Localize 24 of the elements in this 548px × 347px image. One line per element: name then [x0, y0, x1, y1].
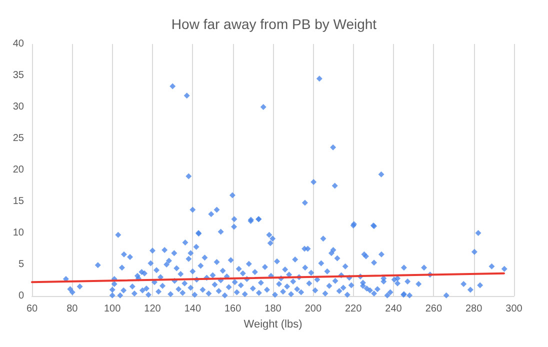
y-tick-label: 5 [18, 259, 24, 270]
x-tick-label: 120 [144, 304, 162, 314]
x-tick-label: 80 [66, 304, 78, 314]
y-tick-label: 35 [12, 70, 24, 81]
x-tick-label: 280 [465, 304, 483, 314]
x-tick-label: 140 [184, 304, 202, 314]
x-tick-label: 260 [425, 304, 442, 314]
x-tick-label: 300 [506, 304, 523, 314]
x-axis-title: Weight (lbs) [244, 318, 302, 330]
x-tick-label: 240 [385, 304, 402, 314]
y-tick-label: 20 [12, 164, 24, 176]
y-tick-label: 25 [12, 133, 24, 144]
x-tick-label: 200 [304, 304, 322, 314]
y-tick-label: 15 [12, 196, 24, 207]
x-tick-label: 220 [344, 304, 362, 314]
chart-title: How far away from PB by Weight [171, 16, 377, 32]
y-tick-label: 30 [12, 102, 24, 112]
x-tick-label: 60 [26, 304, 38, 314]
y-tick-label: 10 [12, 228, 24, 238]
x-tick-label: 100 [104, 304, 122, 314]
y-tick-label: 0 [18, 290, 24, 302]
y-tick-label: 40 [12, 38, 24, 50]
x-tick-label: 180 [264, 304, 282, 314]
x-tick-label: 160 [224, 304, 242, 314]
